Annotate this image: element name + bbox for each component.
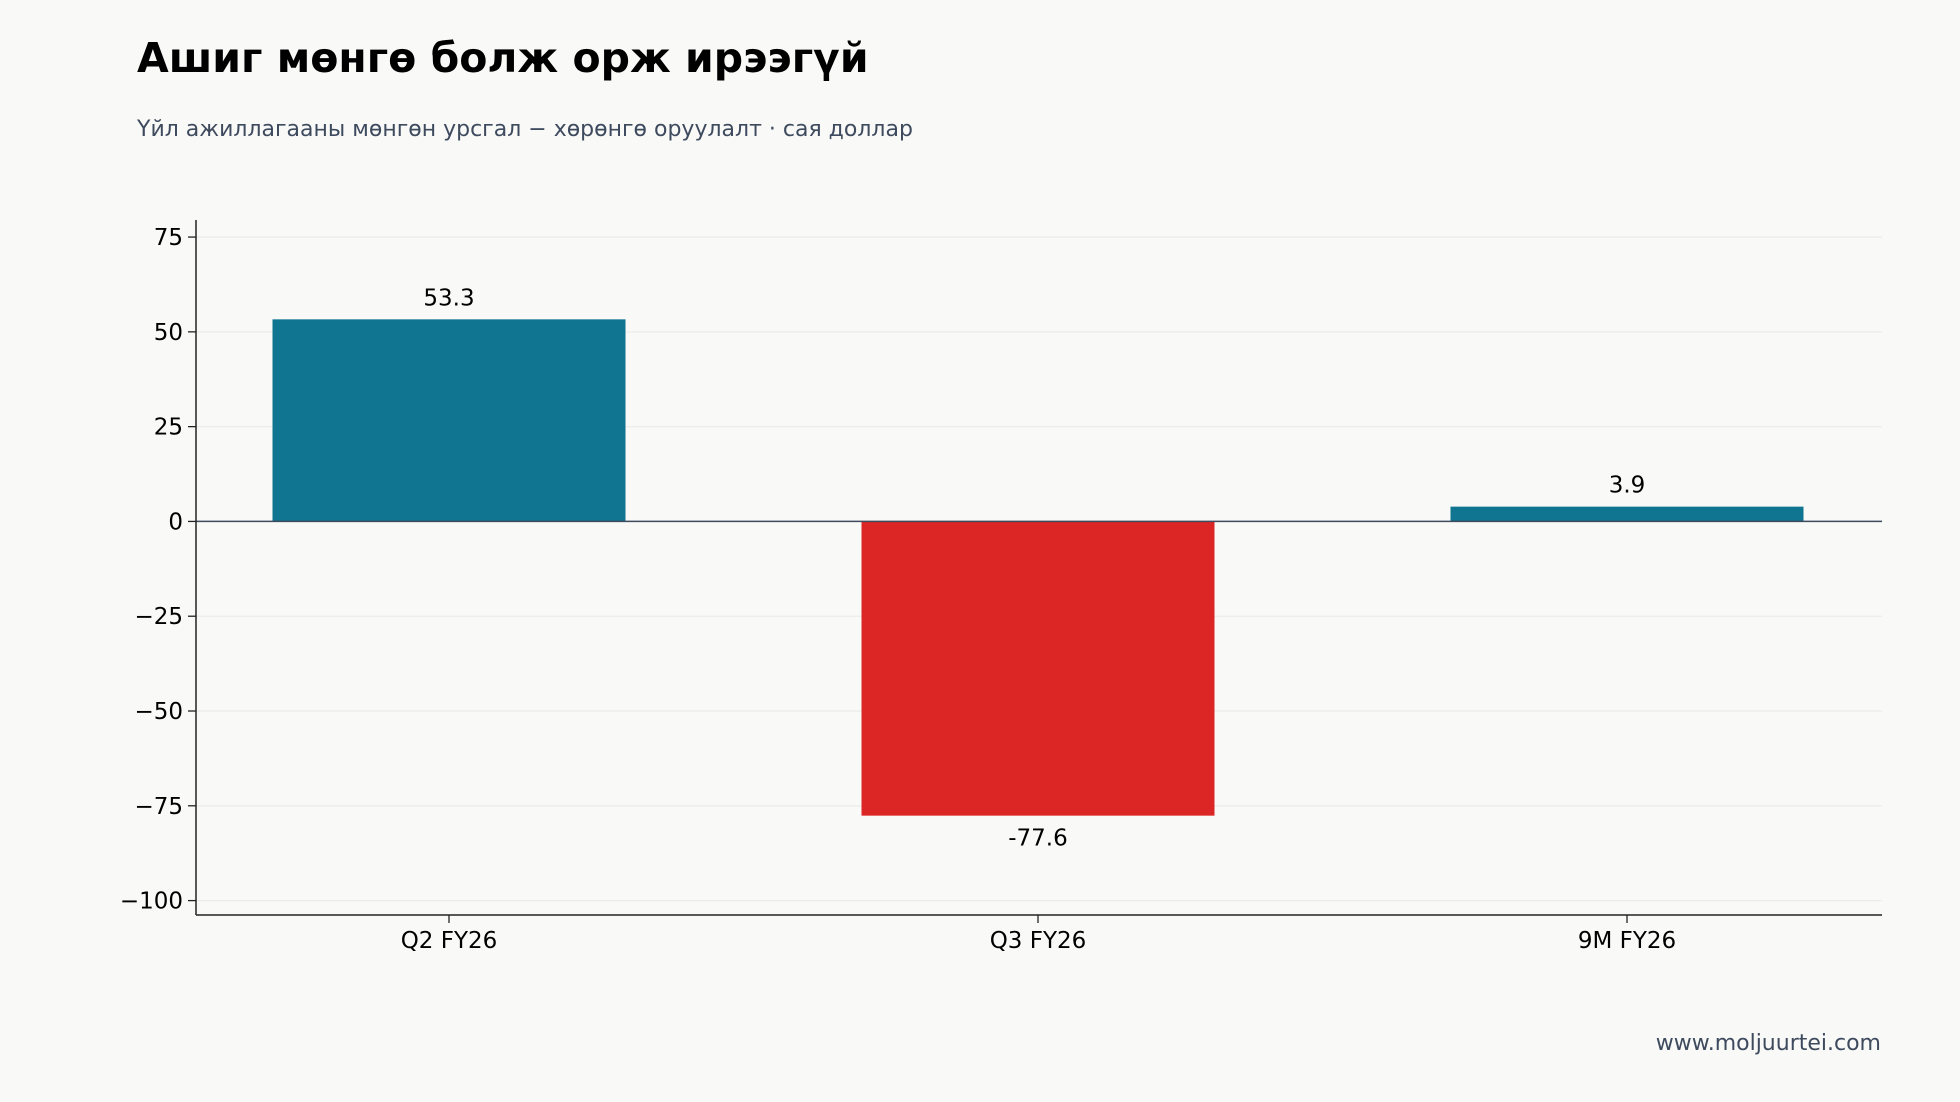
bar-q3-fy26 <box>861 521 1215 816</box>
chart-subtitle: Үйл ажиллагааны мөнгөн урсгал − хөрөнгө … <box>137 117 913 142</box>
x-tick-label: Q3 FY26 <box>990 928 1087 954</box>
bar-9m-fy26 <box>1450 506 1804 522</box>
axes: 75 50 25 0 −25 −50 −75 −100 Q2 FY26 Q3 FY26 9M FY2… <box>120 220 1882 954</box>
y-tick-label: 50 <box>154 320 183 346</box>
chart-title: Ашиг мөнгө болж орж ирээгүй <box>137 34 869 82</box>
y-tick-label: 75 <box>154 225 183 251</box>
y-tick-label: −100 <box>120 889 183 915</box>
y-tick-label: 0 <box>168 509 183 535</box>
y-tick-label: −25 <box>134 604 183 630</box>
x-tick-label: Q2 FY26 <box>401 928 498 954</box>
source-label: www.moljuurtei.com <box>1655 1031 1881 1056</box>
y-tick-label: −75 <box>134 794 183 820</box>
data-label: -77.6 <box>1008 826 1068 852</box>
bars <box>272 319 1804 816</box>
bar-q2-fy26 <box>272 319 626 522</box>
data-label: 3.9 <box>1609 473 1646 499</box>
data-label: 53.3 <box>423 285 474 311</box>
x-tick-label: 9M FY26 <box>1578 928 1676 954</box>
y-tick-label: 25 <box>154 415 183 441</box>
data-labels: 53.3 -77.6 3.9 <box>423 285 1645 851</box>
y-tick-label: −50 <box>134 699 183 725</box>
